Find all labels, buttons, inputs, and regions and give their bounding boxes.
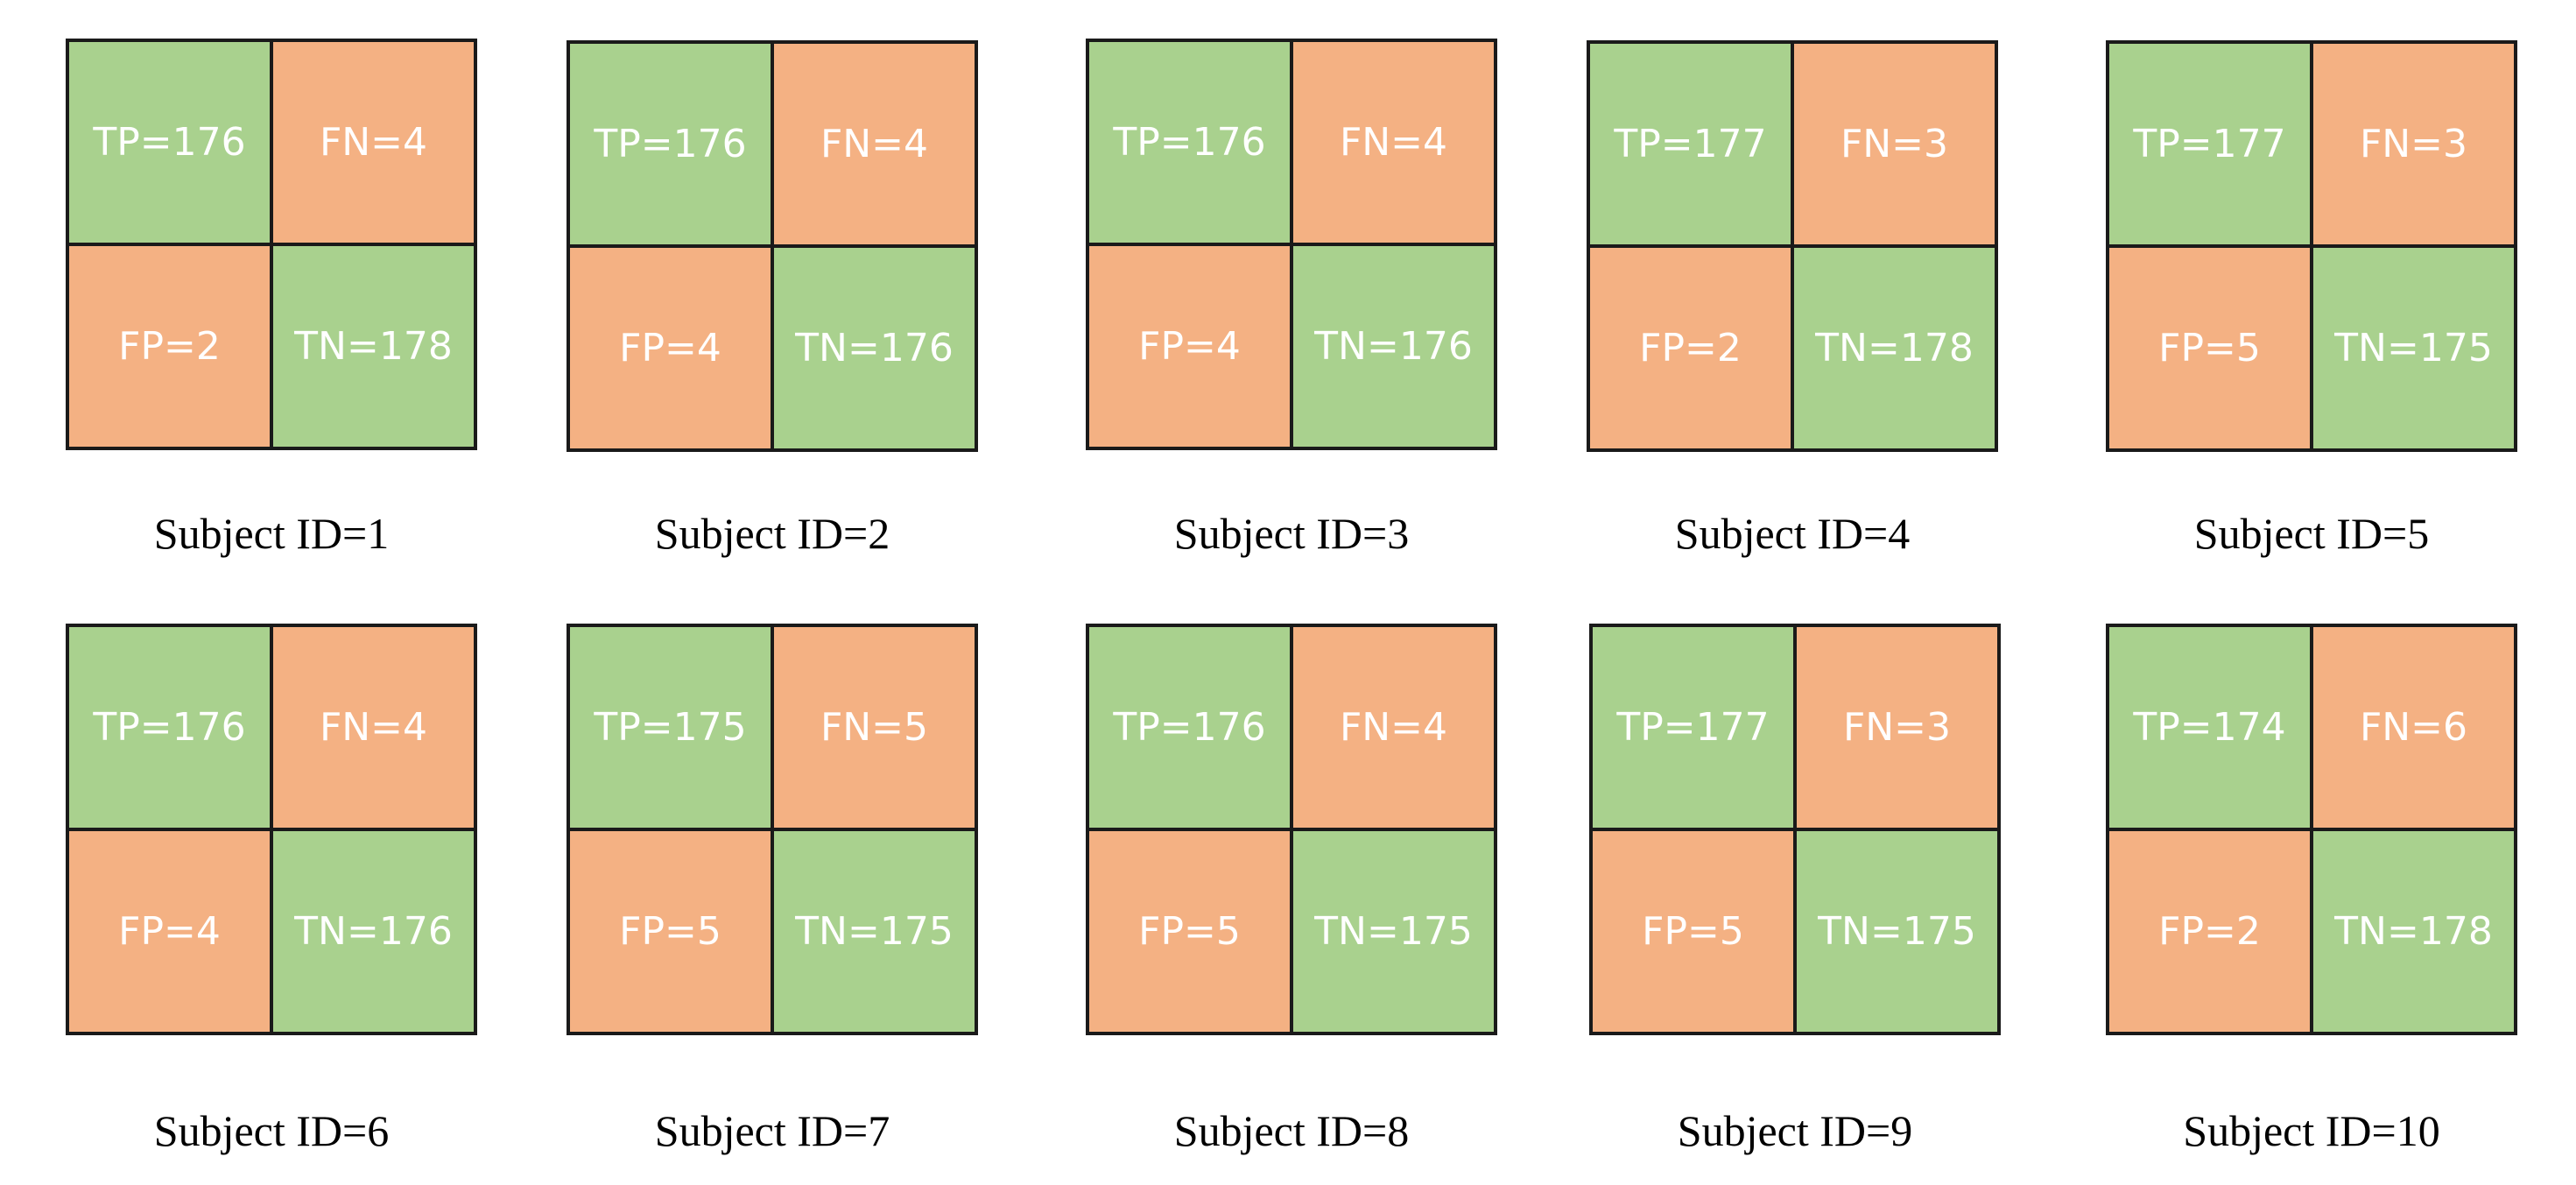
tn-cell: TN=178 <box>2312 829 2514 1032</box>
fn-cell: FN=3 <box>1792 44 1995 246</box>
tp-cell: TP=176 <box>69 627 271 829</box>
fp-cell: FP=4 <box>1089 244 1292 447</box>
fn-cell: FN=4 <box>1292 627 1494 829</box>
caption-subject-2: Subject ID=2 <box>654 509 890 558</box>
fp-cell: FP=5 <box>2109 246 2312 448</box>
caption-subject-4: Subject ID=4 <box>1674 509 1911 558</box>
tn-cell: TN=175 <box>1292 829 1494 1032</box>
tp-cell: TP=176 <box>1089 42 1292 244</box>
caption-subject-1: Subject ID=1 <box>153 509 390 558</box>
tn-cell: TN=176 <box>1292 244 1494 447</box>
tp-cell: TP=177 <box>2109 44 2312 246</box>
fn-cell: FN=4 <box>271 42 474 244</box>
confusion-matrix-subject-7: TP=175 FN=5 FP=5 TN=175 <box>567 624 978 1035</box>
fp-cell: FP=5 <box>1089 829 1292 1032</box>
confusion-matrix-subject-3: TP=176 FN=4 FP=4 TN=176 <box>1086 39 1497 450</box>
tn-cell: TN=175 <box>2312 246 2514 448</box>
confusion-matrix-subject-2: TP=176 FN=4 FP=4 TN=176 <box>567 40 978 452</box>
fn-cell: FN=6 <box>2312 627 2514 829</box>
fn-cell: FN=4 <box>772 44 975 246</box>
confusion-matrix-subject-9: TP=177 FN=3 FP=5 TN=175 <box>1589 624 2001 1035</box>
confusion-matrix-subject-5: TP=177 FN=3 FP=5 TN=175 <box>2106 40 2517 452</box>
fn-cell: FN=4 <box>271 627 474 829</box>
caption-subject-7: Subject ID=7 <box>654 1106 890 1155</box>
confusion-matrix-subject-4: TP=177 FN=3 FP=2 TN=178 <box>1587 40 1998 452</box>
confusion-matrix-subject-6: TP=176 FN=4 FP=4 TN=176 <box>66 624 477 1035</box>
tn-cell: TN=176 <box>772 246 975 448</box>
tn-cell: TN=175 <box>1795 829 1997 1032</box>
fn-cell: FN=5 <box>772 627 975 829</box>
fn-cell: FN=3 <box>2312 44 2514 246</box>
caption-subject-3: Subject ID=3 <box>1173 509 1410 558</box>
fn-cell: FN=3 <box>1795 627 1997 829</box>
caption-subject-8: Subject ID=8 <box>1173 1106 1410 1155</box>
tp-cell: TP=175 <box>570 627 772 829</box>
fp-cell: FP=5 <box>570 829 772 1032</box>
confusion-matrix-subject-10: TP=174 FN=6 FP=2 TN=178 <box>2106 624 2517 1035</box>
caption-subject-9: Subject ID=9 <box>1677 1106 1913 1155</box>
tp-cell: TP=174 <box>2109 627 2312 829</box>
fp-cell: FP=2 <box>69 244 271 447</box>
caption-subject-10: Subject ID=10 <box>2183 1106 2440 1155</box>
fn-cell: FN=4 <box>1292 42 1494 244</box>
tp-cell: TP=176 <box>1089 627 1292 829</box>
confusion-matrix-subject-1: TP=176 FN=4 FP=2 TN=178 <box>66 39 477 450</box>
fp-cell: FP=4 <box>570 246 772 448</box>
caption-subject-6: Subject ID=6 <box>153 1106 390 1155</box>
confusion-matrix-subject-8: TP=176 FN=4 FP=5 TN=175 <box>1086 624 1497 1035</box>
fp-cell: FP=5 <box>1593 829 1795 1032</box>
fp-cell: FP=2 <box>1590 246 1792 448</box>
tp-cell: TP=176 <box>570 44 772 246</box>
fp-cell: FP=2 <box>2109 829 2312 1032</box>
tn-cell: TN=178 <box>1792 246 1995 448</box>
tp-cell: TP=176 <box>69 42 271 244</box>
tn-cell: TN=175 <box>772 829 975 1032</box>
tp-cell: TP=177 <box>1593 627 1795 829</box>
tn-cell: TN=176 <box>271 829 474 1032</box>
tp-cell: TP=177 <box>1590 44 1792 246</box>
caption-subject-5: Subject ID=5 <box>2193 509 2430 558</box>
fp-cell: FP=4 <box>69 829 271 1032</box>
tn-cell: TN=178 <box>271 244 474 447</box>
